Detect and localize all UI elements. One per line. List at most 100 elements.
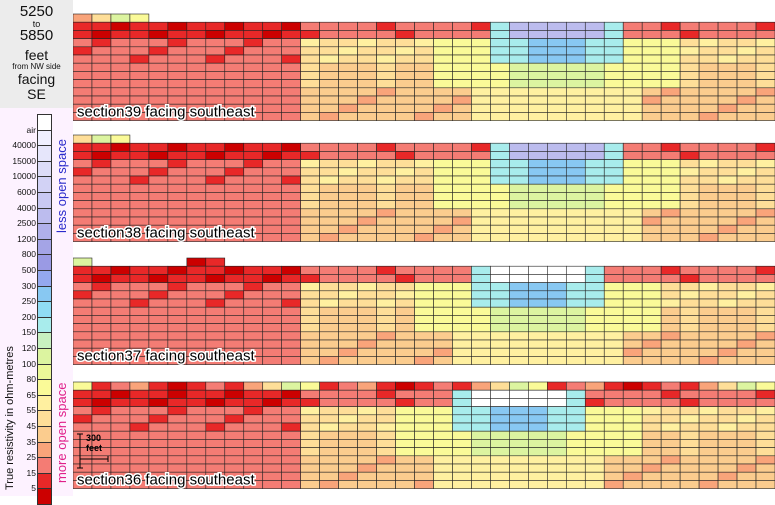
heatmap-cell	[72, 398, 93, 407]
heatmap-cell	[603, 208, 624, 218]
heatmap-cell	[338, 389, 358, 399]
heatmap-cell	[281, 71, 301, 80]
heatmap-cell	[129, 30, 150, 39]
heatmap-cell	[110, 265, 131, 275]
heatmap-cell	[452, 339, 472, 349]
heatmap-cell	[698, 447, 719, 457]
heatmap-cell	[243, 274, 264, 283]
heatmap-cell	[584, 265, 605, 275]
heatmap-cell	[584, 414, 605, 424]
heatmap-cell	[148, 422, 169, 432]
heatmap-cell	[641, 30, 662, 39]
heatmap-cell	[72, 298, 93, 308]
heatmap-cell	[281, 200, 301, 210]
heatmap-cell	[584, 455, 605, 465]
heatmap-cell	[395, 175, 415, 185]
heatmap-cell	[129, 398, 150, 407]
heatmap-cell	[509, 46, 529, 56]
heatmap-cell	[490, 62, 510, 72]
legend-swatch	[37, 145, 52, 162]
heatmap-cell	[679, 471, 700, 481]
heatmap-cell	[717, 183, 738, 193]
heatmap-cell	[395, 455, 415, 465]
heatmap-cell	[281, 175, 301, 185]
heatmap-cell	[471, 480, 491, 489]
heatmap-cell	[471, 216, 491, 226]
heatmap-cell	[338, 381, 358, 391]
heatmap-cell	[395, 274, 415, 283]
heatmap-cell	[622, 331, 643, 341]
heatmap-cell	[603, 471, 624, 481]
heatmap-cell	[452, 21, 472, 31]
heatmap-cell	[395, 142, 415, 152]
heatmap-cell	[528, 298, 548, 308]
heatmap-cell	[547, 192, 567, 201]
heatmap-cell	[755, 439, 775, 448]
heatmap-cell	[395, 200, 415, 210]
heatmap-cell	[224, 398, 245, 407]
heatmap-cell	[509, 398, 529, 407]
heatmap-cell	[281, 455, 301, 465]
heatmap-cell	[736, 323, 757, 333]
heatmap-cell	[584, 233, 605, 242]
heatmap-cell	[224, 30, 245, 39]
from-note: from NW side	[12, 62, 61, 71]
heatmap-cell	[660, 414, 681, 424]
heatmap-cell	[660, 315, 681, 324]
heatmap-cell	[281, 265, 301, 275]
heatmap-cell	[641, 274, 662, 283]
heatmap-cell	[509, 265, 529, 275]
heatmap-cell	[509, 406, 529, 416]
heatmap-cell	[91, 151, 112, 160]
heatmap-cell	[262, 200, 282, 210]
heatmap-cell	[433, 471, 453, 481]
heatmap-cell	[660, 323, 681, 333]
heatmap-cell	[622, 439, 643, 448]
heatmap-cell	[717, 208, 738, 218]
heatmap-cell	[357, 315, 377, 324]
heatmap-cell	[736, 200, 757, 210]
heatmap-cell	[565, 331, 586, 341]
heatmap-cell	[603, 233, 624, 242]
heatmap-cell	[528, 151, 548, 160]
heatmap-cell	[186, 430, 207, 440]
heatmap-cell	[262, 46, 282, 56]
heatmap-cell	[641, 142, 662, 152]
heatmap-cell	[509, 30, 529, 39]
heatmap-cell	[565, 389, 586, 399]
heatmap-cell	[357, 167, 377, 177]
section-label: section38 facing southeast	[77, 225, 255, 242]
heatmap-cell	[72, 134, 93, 144]
heatmap-cell	[509, 62, 529, 72]
heatmap-cell	[490, 265, 510, 275]
heatmap-cell	[528, 46, 548, 56]
heatmap-cell	[490, 71, 510, 80]
heatmap-cell	[755, 406, 775, 416]
heatmap-cell	[679, 347, 700, 357]
heatmap-cell	[490, 323, 510, 333]
heatmap-cell	[281, 21, 301, 31]
heatmap-cell	[509, 233, 529, 242]
heatmap-cell	[603, 167, 624, 177]
heatmap-cell	[565, 151, 586, 160]
heatmap-cell	[338, 422, 358, 432]
heatmap-cell	[376, 38, 396, 48]
heatmap-cell	[186, 422, 207, 432]
heatmap-cell	[414, 447, 434, 457]
heatmap-cell	[471, 347, 491, 357]
heatmap-cell	[660, 216, 681, 226]
heatmap-cell	[452, 38, 472, 48]
heatmap-cell	[679, 208, 700, 218]
heatmap-cell	[660, 331, 681, 341]
heatmap-cell	[547, 265, 567, 275]
heatmap-cell	[452, 356, 472, 365]
heatmap-cell	[584, 95, 605, 105]
heatmap-cell	[698, 30, 719, 39]
heatmap-cell	[205, 282, 226, 292]
heatmap-cell	[698, 38, 719, 48]
heatmap-cell	[91, 192, 112, 201]
heatmap-cell	[338, 79, 358, 89]
heatmap-cell	[338, 331, 358, 341]
heatmap-cell	[72, 159, 93, 169]
heatmap-cell	[338, 103, 358, 113]
